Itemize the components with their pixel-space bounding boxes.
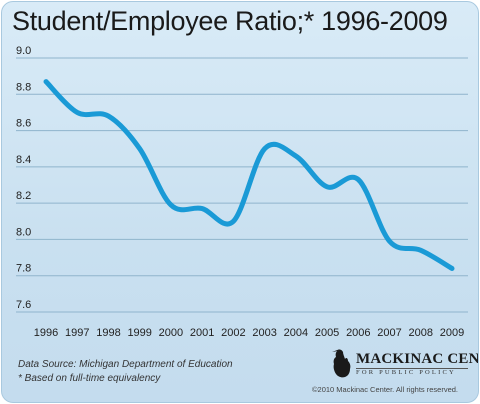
x-tick-label: 1999	[127, 327, 151, 339]
x-tick-label: 2007	[377, 327, 401, 339]
footnote: * Based on full-time equivalency	[18, 373, 161, 384]
x-tick-label: 2001	[190, 327, 214, 339]
y-tick-label: 8.8	[16, 81, 31, 93]
x-tick-labels: 1996 1997 1998 1999 2000 2001 2002 2003 2004 2005…	[34, 327, 464, 339]
logo-divider	[356, 368, 468, 369]
x-tick-label: 1996	[34, 327, 58, 339]
x-tick-label: 2009	[440, 327, 464, 339]
y-tick-label: 8.0	[16, 226, 31, 238]
x-tick-label: 2008	[409, 327, 433, 339]
logo-name: MACKINAC CENTER	[356, 351, 479, 367]
y-tick-label: 9.0	[16, 45, 31, 57]
logo-subtitle: FOR PUBLIC POLICY	[356, 369, 456, 376]
series-line	[43, 79, 455, 271]
x-tick-label: 2000	[159, 327, 183, 339]
y-tick-label: 8.4	[16, 154, 31, 166]
michigan-mitten-icon	[332, 349, 351, 378]
grid-lines	[16, 57, 468, 313]
x-tick-label: 1998	[96, 327, 120, 339]
x-tick-label: 2003	[252, 327, 276, 339]
x-tick-label: 2006	[346, 327, 370, 339]
x-tick-label: 2002	[221, 327, 245, 339]
series-lines	[43, 79, 455, 271]
y-tick-label: 7.6	[16, 299, 31, 311]
chart-title: Student/Employee Ratio;* 1996-2009	[12, 6, 448, 36]
data-source: Data Source: Michigan Department of Educ…	[18, 359, 233, 370]
x-tick-label: 2004	[284, 327, 308, 339]
y-tick-labels: 9.0 8.8 8.6 8.4 8.2 8.0 7.8 7.6	[16, 45, 31, 311]
y-tick-label: 8.6	[16, 118, 31, 130]
x-tick-label: 2005	[315, 327, 339, 339]
mackinac-logo: MACKINAC CENTER FOR PUBLIC POLICY	[330, 348, 478, 398]
y-tick-label: 7.8	[16, 263, 31, 275]
copyright: ©2010 Mackinac Center. All rights reserv…	[312, 385, 459, 394]
y-tick-label: 8.2	[16, 190, 31, 202]
x-tick-label: 1997	[65, 327, 89, 339]
